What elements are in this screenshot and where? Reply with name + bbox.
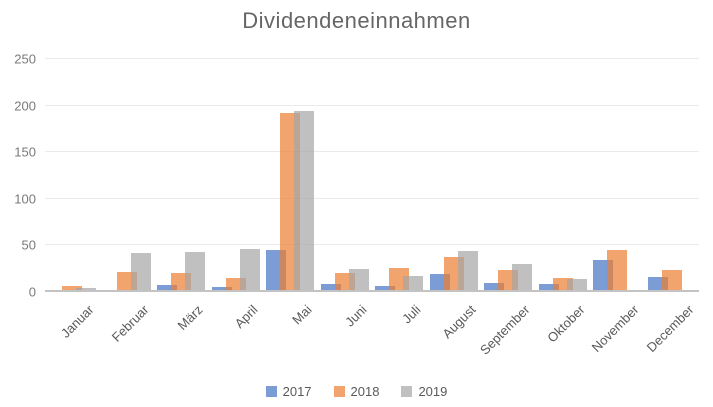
- bar-2017-September: [484, 282, 505, 290]
- bar-group-Januar: Januar: [45, 59, 100, 341]
- bar-2019-Oktober: [566, 278, 587, 290]
- y-tick-label-150: 150: [14, 144, 36, 160]
- y-tick-label-200: 200: [14, 98, 36, 114]
- bar-2019-Mai: [294, 111, 315, 290]
- bar-2019-April: [239, 249, 260, 290]
- legend-item-2017: 2017: [265, 384, 312, 399]
- legend-item-2018: 2018: [333, 384, 380, 399]
- bar-2017-Juli: [375, 286, 396, 290]
- bar-2018-December: [661, 269, 682, 290]
- bar-group-August: August: [427, 59, 482, 341]
- bar-group-September: September: [477, 59, 536, 358]
- bar-2017-Oktober: [538, 284, 559, 290]
- legend-label-2018: 2018: [350, 384, 380, 399]
- legend-swatch-2018: [333, 386, 345, 397]
- bar-group-December: December: [643, 59, 700, 355]
- y-tick-label-50: 50: [21, 237, 36, 253]
- y-tick-label-100: 100: [14, 191, 36, 207]
- legend: 2017 2018 2019: [0, 384, 713, 399]
- bar-group-Oktober: Oktober: [536, 59, 591, 345]
- y-tick-label-250: 250: [14, 51, 36, 67]
- bar-2018-Januar: [62, 286, 83, 290]
- gridline-50: [45, 244, 699, 246]
- bar-2019-August: [457, 250, 478, 290]
- chart-title: Dividendeneinnahmen: [242, 8, 471, 33]
- bar-2017-April: [211, 287, 232, 290]
- legend-swatch-2019: [401, 386, 413, 397]
- bar-2019-März: [185, 251, 206, 290]
- bar-group-Februar: Februar: [100, 59, 155, 345]
- legend-label-2017: 2017: [282, 384, 312, 399]
- gridline-100: [45, 197, 699, 199]
- y-tick-label-0: 0: [28, 284, 36, 300]
- bar-groups: Januar Februar März April Mai Juni Juli August S…: [45, 59, 700, 358]
- plot-area: Januar Februar März April Mai Juni Juli August S…: [45, 58, 700, 358]
- bar-group-April: April: [209, 59, 264, 331]
- y-axis-tick-labels: 0 50 100 150 200 250: [0, 52, 36, 300]
- bar-2018-November: [607, 249, 628, 290]
- bar-group-Mai: Mai: [263, 59, 318, 327]
- legend-swatch-2017: [265, 386, 277, 397]
- bar-group-November: November: [589, 59, 645, 355]
- bar-2019-Juli: [403, 276, 424, 290]
- legend-item-2019: 2019: [401, 384, 447, 399]
- legend-label-2019: 2019: [418, 384, 448, 399]
- bar-group-Juli: Juli: [372, 59, 427, 326]
- gridline-200: [45, 104, 699, 106]
- bar-2019-Januar: [76, 288, 97, 290]
- bar-group-März: März: [154, 59, 209, 333]
- bar-2017-März: [157, 285, 178, 290]
- bar-2017-Juni: [320, 284, 341, 290]
- bar-2019-Februar: [130, 252, 151, 290]
- gridline-250: [45, 58, 699, 59]
- x-axis-line: [45, 290, 699, 292]
- bar-2019-September: [512, 263, 533, 290]
- bar-group-Juni: Juni: [318, 59, 373, 329]
- gridline-150: [45, 151, 699, 153]
- bar-2019-Juni: [348, 268, 369, 290]
